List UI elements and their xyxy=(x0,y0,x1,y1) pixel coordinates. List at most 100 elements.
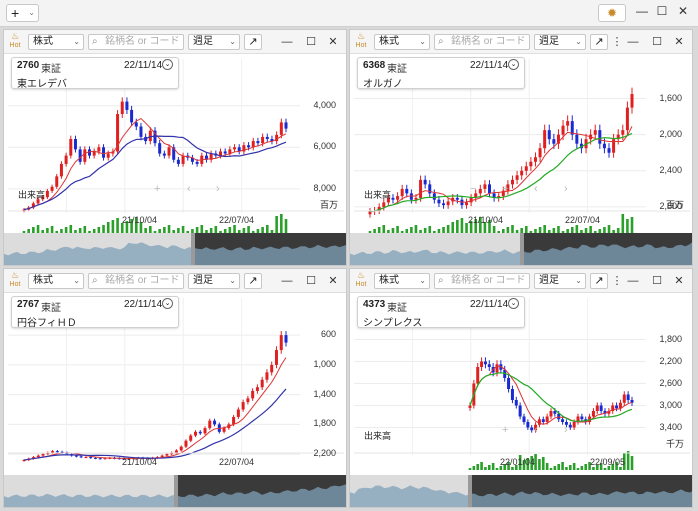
volume-bar xyxy=(41,230,45,233)
panel-minimize-button[interactable]: — xyxy=(627,36,639,48)
price-chart[interactable] xyxy=(4,55,347,233)
panel-minimize-button[interactable]: — xyxy=(281,36,293,48)
type-select[interactable]: 株式 ⌄ xyxy=(28,273,84,289)
hot-icon[interactable]: ♨ Hot xyxy=(7,271,23,291)
volume-bar xyxy=(515,230,519,233)
volume-bar xyxy=(615,462,618,470)
volume-bar xyxy=(603,468,607,470)
add-chart-button[interactable]: + ⌄ xyxy=(6,4,39,22)
chevron-right-icon[interactable]: › xyxy=(216,183,220,195)
menu-icon[interactable]: ⋮ xyxy=(611,275,623,287)
candle-body xyxy=(576,416,580,422)
overview-navigator[interactable] xyxy=(4,475,346,507)
moving-average-short xyxy=(469,365,633,425)
x-tick-label: 21/10/04 xyxy=(122,457,158,467)
chevron-right-icon[interactable]: › xyxy=(564,183,568,195)
y-tick-label: 1,600 xyxy=(659,92,682,103)
search-input[interactable]: ⌕ 銘柄名 or コード xyxy=(434,273,530,289)
hot-icon[interactable]: ♨ Hot xyxy=(353,32,369,52)
popout-button[interactable]: ↗ xyxy=(244,34,262,50)
chevron-down-icon[interactable]: ⌄ xyxy=(508,298,519,309)
zoom-in-icon[interactable]: + xyxy=(502,424,509,436)
panel-minimize-button[interactable]: — xyxy=(281,275,293,287)
volume-bar xyxy=(368,231,372,233)
volume-bar xyxy=(552,228,556,233)
type-select[interactable]: 株式 ⌄ xyxy=(374,273,430,289)
panel-close-button[interactable]: ✕ xyxy=(328,36,338,48)
overview-navigator[interactable] xyxy=(350,233,692,265)
chevron-down-icon[interactable]: ⌄ xyxy=(162,59,173,70)
y-tick-label: 8,000 xyxy=(313,182,336,193)
panel-maximize-button[interactable]: ☐ xyxy=(306,36,316,48)
search-input[interactable]: ⌕ 銘柄名 or コード xyxy=(88,34,184,50)
candle-body xyxy=(483,184,487,189)
period-select[interactable]: 週足 ⌄ xyxy=(188,273,240,289)
period-select[interactable]: 週足 ⌄ xyxy=(188,34,240,50)
volume-bar xyxy=(507,462,510,470)
volume-bar xyxy=(499,466,503,470)
y-tick-label: 3,000 xyxy=(659,399,682,410)
panel-close-button[interactable]: ✕ xyxy=(674,275,684,287)
window-maximize-button[interactable]: ☐ xyxy=(656,4,668,18)
popout-button[interactable]: ↗ xyxy=(590,273,608,289)
panel-close-button[interactable]: ✕ xyxy=(674,36,684,48)
period-select-value: 週足 xyxy=(539,275,559,286)
candle-body xyxy=(419,179,423,198)
price-chart[interactable] xyxy=(4,294,347,475)
zoom-in-icon[interactable]: + xyxy=(502,183,509,195)
overview-navigator[interactable] xyxy=(350,475,692,507)
menu-icon[interactable]: ⋮ xyxy=(611,36,623,48)
panel-maximize-button[interactable]: ☐ xyxy=(306,275,316,287)
price-chart[interactable] xyxy=(350,55,693,233)
volume-bar xyxy=(549,468,553,470)
overview-navigator[interactable] xyxy=(4,233,346,265)
popout-button[interactable]: ↗ xyxy=(244,273,262,289)
overview-chart xyxy=(4,233,346,265)
chevron-left-icon[interactable]: ‹ xyxy=(187,183,191,195)
candle-body xyxy=(195,161,199,164)
candle-body xyxy=(97,147,101,152)
chevron-left-icon[interactable]: ‹ xyxy=(534,183,538,195)
hot-icon[interactable]: ♨ Hot xyxy=(353,271,369,291)
candle-body xyxy=(260,379,264,388)
window-minimize-button[interactable]: — xyxy=(636,4,648,18)
x-tick-label: 22/07/04 xyxy=(565,215,601,225)
search-input[interactable]: ⌕ 銘柄名 or コード xyxy=(434,34,530,50)
candle-body xyxy=(92,151,96,156)
candle-body xyxy=(41,454,45,456)
panel-close-button[interactable]: ✕ xyxy=(328,275,338,287)
chevron-right-icon[interactable]: › xyxy=(564,424,568,436)
popout-button[interactable]: ↗ xyxy=(590,34,608,50)
chevron-down-icon[interactable]: ⌄ xyxy=(508,59,519,70)
search-icon: ⌕ xyxy=(438,36,444,47)
zoom-out-icon[interactable]: − xyxy=(470,183,477,195)
gear-icon[interactable]: ✹ xyxy=(598,4,626,22)
window-close-button[interactable]: ✕ xyxy=(677,4,689,18)
volume-bar xyxy=(191,229,194,233)
period-select[interactable]: 週足 ⌄ xyxy=(534,34,586,50)
candle-body xyxy=(409,193,413,200)
price-chart[interactable] xyxy=(350,294,693,475)
candle-body xyxy=(176,159,180,164)
panel-maximize-button[interactable]: ☐ xyxy=(652,36,662,48)
volume-bar xyxy=(568,465,572,470)
zoom-in-icon[interactable]: + xyxy=(154,183,161,195)
volume-bar xyxy=(50,226,54,233)
hot-icon[interactable]: ♨ Hot xyxy=(7,32,23,52)
panel-minimize-button[interactable]: — xyxy=(627,275,639,287)
volume-bar xyxy=(242,228,246,233)
candle-body xyxy=(547,130,551,140)
chevron-down-icon[interactable]: ⌄ xyxy=(162,298,173,309)
candle-body xyxy=(73,139,77,150)
type-select[interactable]: 株式 ⌄ xyxy=(28,34,84,50)
period-select[interactable]: 週足 ⌄ xyxy=(534,273,586,289)
volume-bar xyxy=(60,229,63,233)
candle-body xyxy=(79,456,83,458)
type-select-value: 株式 xyxy=(33,275,53,286)
panel-maximize-button[interactable]: ☐ xyxy=(652,275,662,287)
volume-bar xyxy=(472,466,476,470)
search-input[interactable]: ⌕ 銘柄名 or コード xyxy=(88,273,184,289)
chevron-left-icon[interactable]: ‹ xyxy=(534,424,538,436)
candle-body xyxy=(579,143,583,149)
type-select[interactable]: 株式 ⌄ xyxy=(374,34,430,50)
